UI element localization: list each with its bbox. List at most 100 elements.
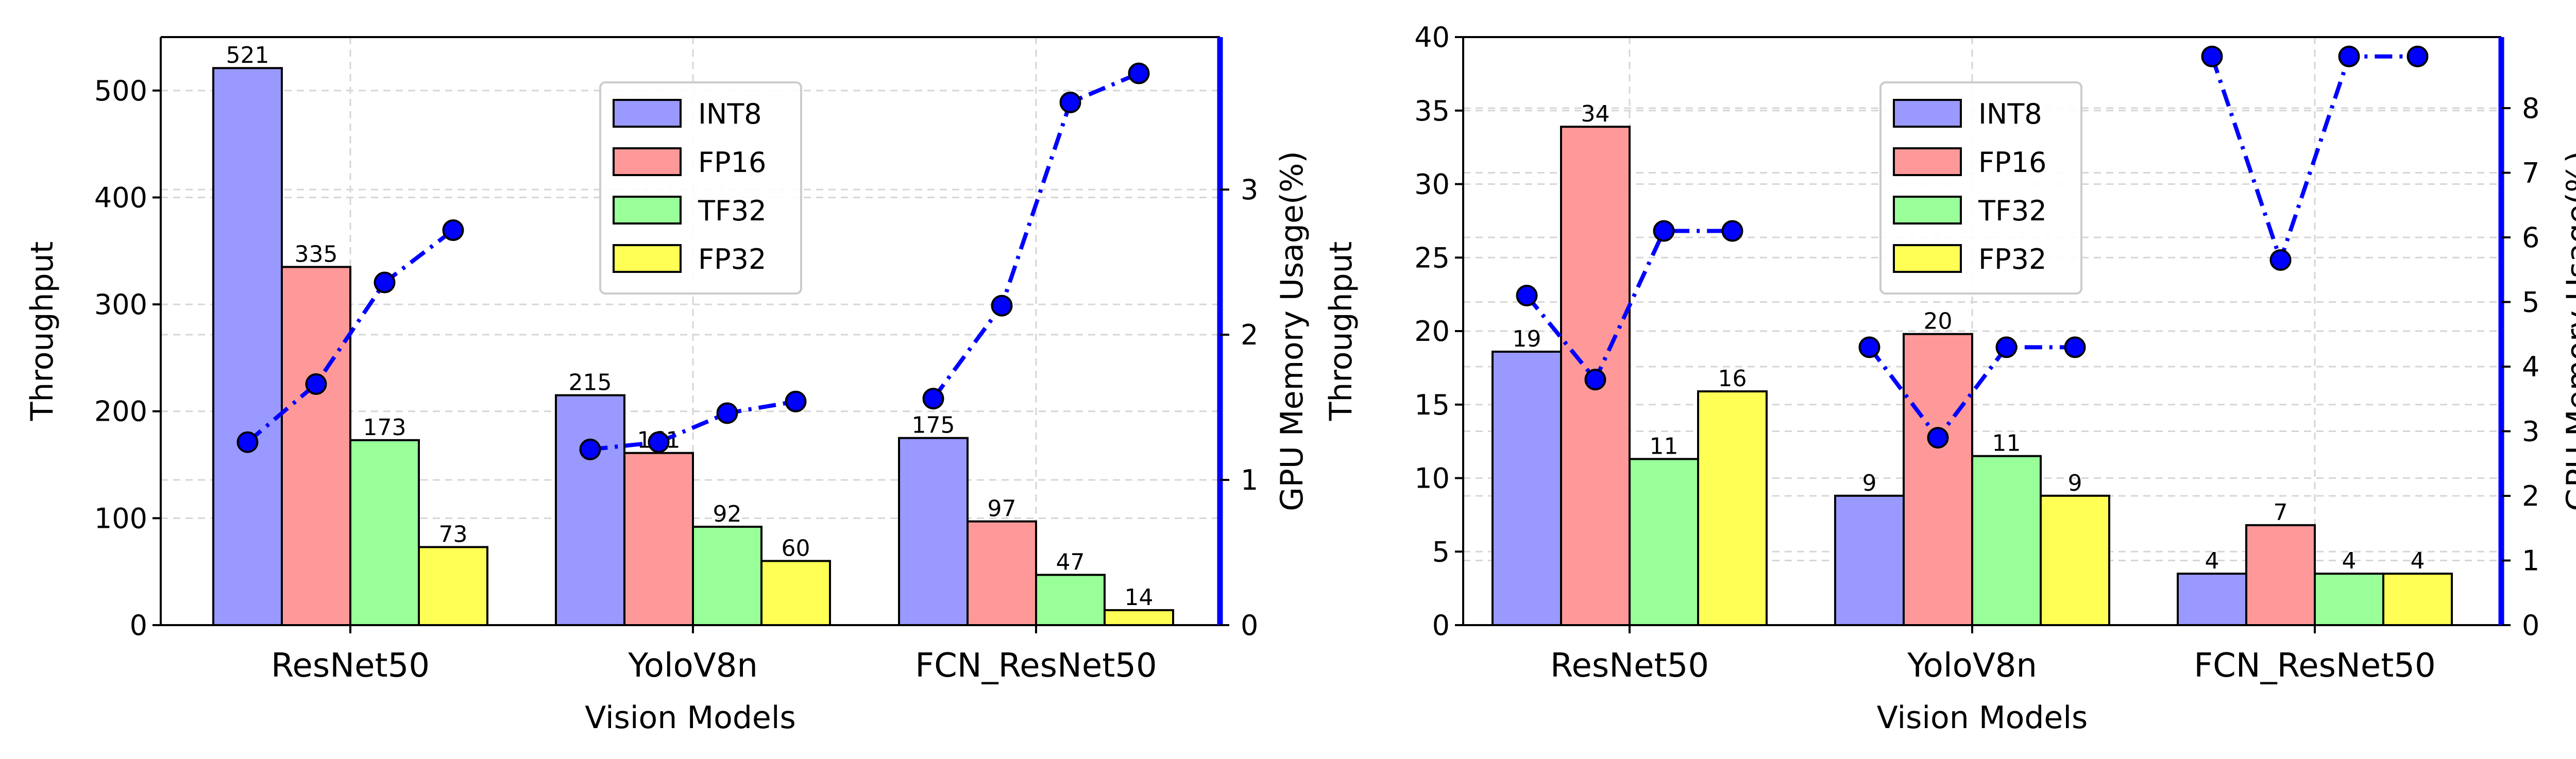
chart-panel-left: 5212151753351619717392477360140100200300… bbox=[24, 36, 1310, 736]
bar-data-label: 335 bbox=[295, 241, 338, 267]
legend-swatch-fp32 bbox=[1893, 244, 1962, 273]
bar-fp32 bbox=[1104, 609, 1174, 626]
bar-int8 bbox=[212, 67, 283, 626]
bar-fp16 bbox=[281, 266, 351, 626]
bar-tf32 bbox=[1629, 458, 1699, 626]
memory-usage-point bbox=[2406, 45, 2429, 67]
memory-usage-point bbox=[922, 388, 944, 410]
bar-data-label: 4 bbox=[2411, 548, 2425, 574]
memory-usage-point bbox=[1059, 91, 1081, 113]
bar-data-label: 7 bbox=[2274, 499, 2288, 526]
y-tick-label: 100 bbox=[94, 502, 147, 534]
memory-usage-point bbox=[648, 431, 670, 453]
bar-data-label: 4 bbox=[2342, 548, 2357, 574]
y-axis-title: Throughput bbox=[1323, 242, 1359, 422]
bar-tf32 bbox=[349, 439, 420, 626]
y2-axis-title: GPU Memory Usage(%) bbox=[1274, 151, 1310, 511]
bar-data-label: 34 bbox=[1581, 101, 1610, 127]
legend-label: FP16 bbox=[1978, 146, 2046, 179]
y2-tick-label: 5 bbox=[2522, 286, 2539, 319]
bar-data-label: 92 bbox=[713, 501, 742, 527]
y-tick-label: 400 bbox=[94, 181, 147, 214]
y2-tick-label: 2 bbox=[2522, 480, 2539, 512]
bar-int8 bbox=[1834, 494, 1905, 627]
memory-usage-point bbox=[2269, 249, 2292, 271]
y-tick-label: 40 bbox=[1414, 21, 1450, 54]
x-category-label: FCN_ResNet50 bbox=[915, 647, 1157, 685]
memory-usage-line bbox=[1868, 345, 2075, 441]
legend-label: INT8 bbox=[698, 98, 762, 130]
bar-data-label: 47 bbox=[1056, 549, 1085, 575]
memory-usage-line bbox=[590, 399, 796, 452]
x-category-label: YoloV8n bbox=[628, 647, 758, 685]
y-tick-label: 0 bbox=[1432, 609, 1450, 642]
legend-swatch-tf32 bbox=[1893, 196, 1962, 225]
memory-usage-lines bbox=[236, 62, 1150, 460]
y-tick-label: 30 bbox=[1414, 168, 1450, 201]
x-axis-title: Vision Models bbox=[1877, 700, 2088, 736]
legend-swatch-tf32 bbox=[613, 196, 682, 225]
legend-label: INT8 bbox=[1978, 98, 2042, 130]
bar-fp32 bbox=[2382, 573, 2453, 626]
y-tick-label: 200 bbox=[94, 395, 147, 428]
bar-fp16 bbox=[623, 452, 694, 626]
bar-data-label: 19 bbox=[1513, 326, 1541, 352]
bar-fp16 bbox=[2245, 524, 2316, 626]
bar-int8 bbox=[2177, 573, 2247, 626]
bar-data-label: 97 bbox=[988, 496, 1016, 522]
legend-swatch-int8 bbox=[1893, 99, 1962, 128]
y-axis-title: Throughput bbox=[24, 242, 60, 422]
y-tick-label: 300 bbox=[94, 288, 147, 321]
memory-usage-point bbox=[1128, 62, 1150, 84]
legend-swatch-fp32 bbox=[613, 244, 682, 273]
bar-data-label: 4 bbox=[2205, 548, 2219, 574]
y2-tick-label: 0 bbox=[2522, 609, 2539, 642]
y2-tick-label: 4 bbox=[2522, 351, 2539, 383]
memory-usage-point bbox=[2064, 336, 2086, 358]
bar-data-label: 16 bbox=[1718, 366, 1747, 392]
legend-box bbox=[599, 81, 802, 295]
memory-usage-line bbox=[931, 71, 1140, 400]
y2-axis-title: GPU Memory Usage(%) bbox=[2560, 151, 2576, 511]
bar-data-label: 9 bbox=[1862, 470, 1877, 496]
memory-usage-point bbox=[1858, 336, 1880, 358]
legend: INT8 FP16 TF32 FP32 bbox=[1879, 81, 2082, 295]
bar-data-label: 173 bbox=[363, 415, 406, 441]
bar-data-label: 175 bbox=[912, 412, 955, 439]
memory-usage-point bbox=[2201, 45, 2223, 67]
axes: 0 100 200 300 400 500 0 1 2 3 ResNet50 YoloV8n FCN_R… bbox=[24, 36, 1310, 736]
y-tick-label: 25 bbox=[1414, 242, 1450, 274]
legend-label: FP32 bbox=[698, 243, 766, 275]
legend-swatch-fp16 bbox=[613, 147, 682, 176]
y-tick-label: 35 bbox=[1414, 95, 1450, 127]
x-axis-title: Vision Models bbox=[585, 700, 796, 736]
legend-label: FP16 bbox=[698, 146, 766, 179]
bar-data-label: 14 bbox=[1125, 584, 1154, 611]
memory-usage-point bbox=[1721, 220, 1743, 242]
memory-usage-point bbox=[785, 390, 807, 412]
bar-data-label: 521 bbox=[226, 42, 269, 68]
bar-data-label: 11 bbox=[1992, 430, 2021, 457]
bar-data-label: 20 bbox=[1924, 308, 1953, 335]
legend: INT8 FP16 TF32 FP32 bbox=[599, 81, 802, 295]
y-tick-label: 500 bbox=[94, 75, 147, 107]
y-tick-label: 0 bbox=[130, 609, 147, 642]
y2-tick-label: 7 bbox=[2522, 157, 2539, 189]
memory-usage-point bbox=[1584, 369, 1606, 391]
bar-tf32 bbox=[1035, 574, 1106, 626]
memory-usage-line bbox=[246, 228, 454, 444]
legend-label: TF32 bbox=[1978, 195, 2047, 227]
y2-tick-label: 0 bbox=[1241, 609, 1258, 642]
bars: 521215175335161971739247736014 bbox=[212, 42, 1174, 627]
memory-usage-point bbox=[1516, 284, 1538, 306]
y-tick-label: 10 bbox=[1414, 462, 1450, 495]
bar-int8 bbox=[898, 437, 969, 626]
memory-usage-point bbox=[579, 438, 601, 460]
memory-usage-point bbox=[442, 219, 464, 242]
y2-tick-label: 1 bbox=[2522, 545, 2539, 577]
bar-tf32 bbox=[2314, 573, 2384, 626]
y2-tick-label: 1 bbox=[1241, 464, 1258, 496]
memory-usage-point bbox=[236, 431, 259, 453]
